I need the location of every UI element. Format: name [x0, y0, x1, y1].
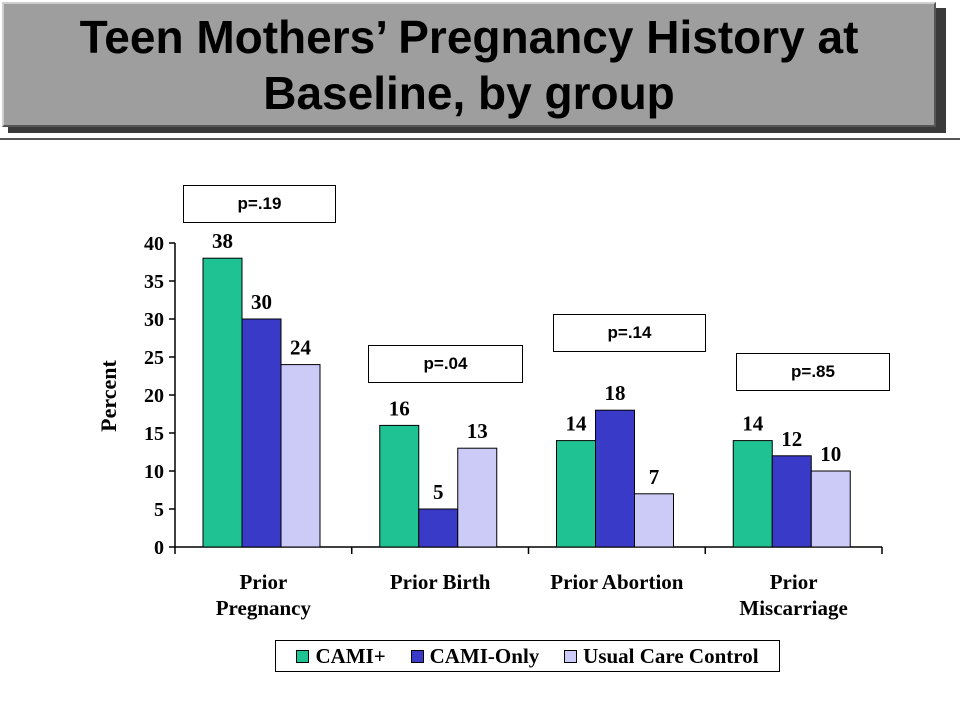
category-label: Pregnancy — [216, 596, 312, 620]
bar — [595, 409, 635, 548]
data-label: 16 — [389, 396, 410, 420]
y-tick-label: 0 — [154, 537, 164, 559]
legend-label-cami-plus: CAMI+ — [315, 643, 386, 668]
legend: CAMI+ CAMI-Only Usual Care Control — [275, 640, 780, 672]
bar — [241, 318, 282, 548]
title-divider — [0, 138, 960, 140]
p-value-prior-abortion: p=.14 — [553, 314, 706, 352]
bar — [280, 364, 321, 548]
legend-swatch-cami-only — [410, 649, 424, 663]
title-banner: Teen Mothers’ Pregnancy History at Basel… — [2, 2, 936, 127]
data-label: 12 — [781, 427, 802, 451]
p-value-prior-pregnancy: p=.19 — [183, 185, 336, 223]
y-tick-label: 10 — [144, 461, 164, 483]
legend-swatch-usual-care — [564, 649, 578, 663]
bar — [556, 440, 596, 548]
category-label: Miscarriage — [739, 596, 847, 620]
bars — [202, 257, 851, 548]
data-label: 24 — [290, 336, 312, 360]
bar — [634, 493, 674, 548]
data-labels: 38 30 24 16 5 13 14 18 7 14 12 10 — [212, 229, 841, 504]
bar — [202, 257, 243, 548]
data-label: 30 — [251, 290, 272, 314]
y-tick-label: 40 — [144, 233, 164, 255]
data-label: 10 — [820, 442, 841, 466]
legend-item-cami-plus: CAMI+ — [296, 643, 386, 669]
bar — [771, 455, 812, 548]
category-label: Prior Abortion — [550, 570, 684, 594]
bar — [810, 470, 851, 548]
y-axis-label: Percent — [96, 360, 121, 432]
p-value-prior-miscarriage: p=.85 — [736, 353, 890, 391]
data-label: 13 — [467, 419, 488, 443]
legend-swatch-cami-plus — [296, 649, 310, 663]
data-label: 18 — [605, 381, 626, 405]
data-label: 7 — [649, 465, 660, 489]
chart-title: Teen Mothers’ Pregnancy History at Basel… — [79, 10, 859, 119]
legend-item-usual-care: Usual Care Control — [564, 643, 759, 669]
bar — [418, 508, 459, 548]
y-tick-label: 25 — [144, 347, 164, 369]
legend-label-cami-only: CAMI-Only — [429, 643, 540, 668]
y-tick-label: 15 — [144, 423, 164, 445]
y-tick-label: 20 — [144, 385, 164, 407]
legend-item-cami-only: CAMI-Only — [410, 643, 540, 669]
data-label: 14 — [742, 412, 764, 436]
data-label: 14 — [566, 412, 588, 436]
category-label: Prior — [239, 570, 287, 594]
bar — [732, 440, 773, 548]
p-value-prior-birth: p=.04 — [368, 345, 523, 383]
data-label: 5 — [433, 480, 444, 504]
bar — [379, 424, 420, 548]
category-label: Prior — [770, 570, 818, 594]
bar — [457, 447, 498, 548]
y-tick-label: 5 — [154, 499, 164, 521]
category-label: Prior Birth — [390, 570, 491, 594]
legend-label-usual-care: Usual Care Control — [583, 643, 759, 668]
data-label: 38 — [212, 229, 233, 253]
y-tick-label: 35 — [144, 271, 164, 293]
y-tick-label: 30 — [144, 309, 164, 331]
